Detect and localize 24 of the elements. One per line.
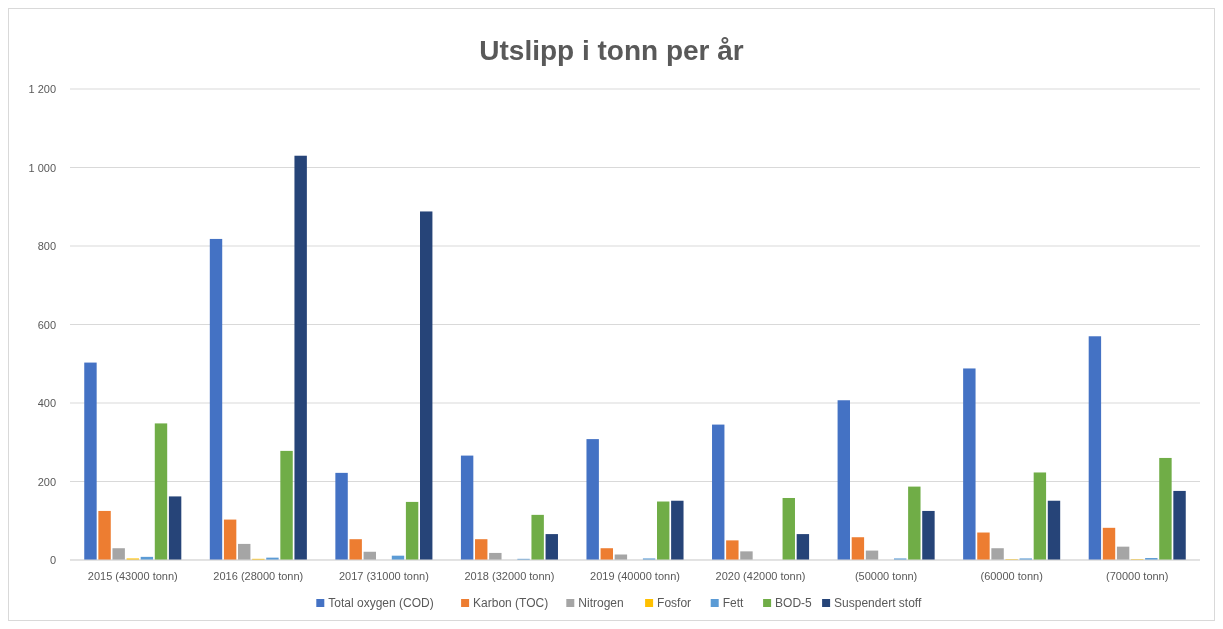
y-tick-label: 200 — [37, 475, 56, 488]
legend-label: Total oxygen (COD) — [328, 596, 434, 610]
legend-label: Nitrogen — [578, 596, 624, 610]
chart-title: Utslipp i tonn per år — [479, 35, 744, 66]
legend-label: BOD-5 — [775, 596, 813, 610]
x-tick-label: 2020 (42000 tonn) — [715, 570, 806, 582]
x-tick-label: (50000 tonn) — [854, 570, 918, 582]
x-tick-label: (70000 tonn) — [1106, 570, 1169, 582]
y-tick-label: 600 — [37, 318, 56, 331]
x-tick-label: 2019 (40000 tonn) — [590, 570, 680, 582]
legend-label: Fett — [722, 596, 745, 610]
legend-label: Suspendert stoff — [834, 596, 922, 610]
y-tick-label: 1 000 — [28, 161, 56, 174]
x-tick-label: 2016 (28000 tonn) — [213, 570, 304, 582]
legend-label: Karbon (TOC) — [473, 596, 549, 610]
y-tick-label: 1 200 — [28, 83, 56, 95]
legend-label: Fosfor — [657, 596, 692, 610]
x-tick-label: (60000 tonn) — [980, 570, 1043, 582]
x-tick-label: 2015 (43000 tonn) — [87, 570, 178, 582]
y-tick-label: 0 — [49, 554, 56, 566]
x-tick-label: 2017 (31000 tonn) — [338, 570, 429, 582]
x-tick-label: 2018 (32000 tonn) — [464, 570, 555, 582]
y-tick-label: 800 — [37, 240, 56, 252]
y-tick-label: 400 — [37, 397, 56, 409]
